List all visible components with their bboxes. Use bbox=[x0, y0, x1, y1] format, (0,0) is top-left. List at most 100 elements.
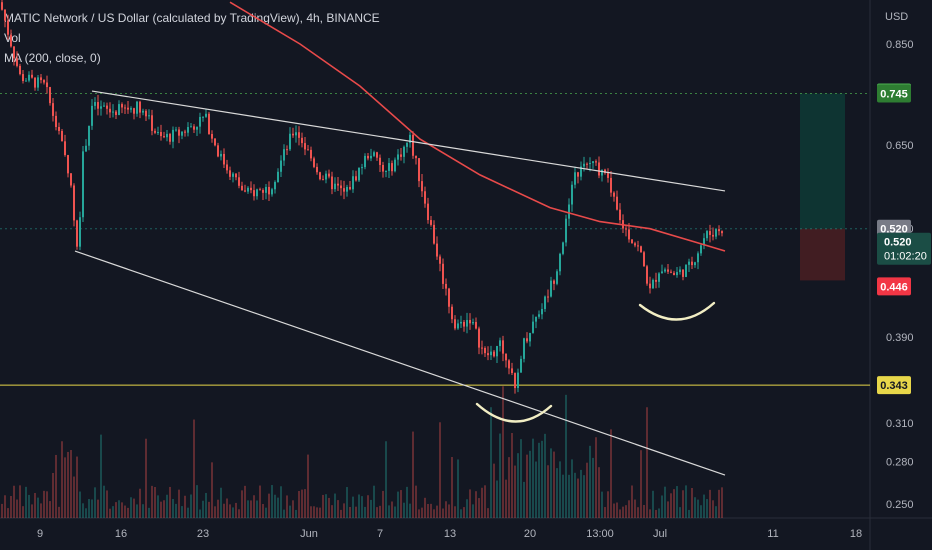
candle-body bbox=[373, 152, 375, 156]
candle-body bbox=[538, 314, 540, 317]
candle-body bbox=[133, 108, 135, 114]
candle-body bbox=[469, 320, 471, 324]
candle-body bbox=[610, 177, 612, 193]
volume-bar bbox=[67, 451, 69, 518]
volume-bar bbox=[496, 480, 498, 518]
candle-body bbox=[97, 102, 99, 109]
candle-body bbox=[343, 188, 345, 192]
candle-body bbox=[22, 74, 24, 82]
y-tick-label: 0.280 bbox=[886, 456, 914, 468]
candle-body bbox=[430, 220, 432, 225]
candle-body bbox=[382, 164, 384, 172]
volume-bar bbox=[289, 505, 291, 518]
candle-body bbox=[619, 209, 621, 221]
volume-bar bbox=[685, 485, 687, 518]
volume-bar bbox=[79, 491, 81, 518]
candle-body bbox=[550, 280, 552, 297]
candle-body bbox=[352, 176, 354, 190]
volume-bar bbox=[370, 499, 372, 518]
candle-body bbox=[199, 116, 201, 127]
legend-ma: MA (200, close, 0) bbox=[4, 51, 101, 65]
candle-body bbox=[478, 328, 480, 348]
volume-bar bbox=[466, 499, 468, 518]
candle-body bbox=[139, 101, 141, 113]
volume-bar bbox=[478, 498, 480, 518]
x-tick-label: 23 bbox=[197, 528, 209, 540]
candle-body bbox=[331, 176, 333, 190]
candle-body bbox=[466, 320, 468, 327]
candle-body bbox=[463, 321, 465, 327]
volume-bar bbox=[406, 486, 408, 518]
countdown-label: 01:02:20 bbox=[884, 251, 927, 263]
volume-bar bbox=[10, 495, 12, 518]
volume-bar bbox=[292, 500, 294, 518]
volume-bar bbox=[73, 476, 75, 518]
candle-body bbox=[280, 160, 282, 172]
volume-bar bbox=[670, 493, 672, 518]
candle-body bbox=[277, 171, 279, 183]
volume-bar bbox=[124, 505, 126, 518]
candle-body bbox=[583, 163, 585, 167]
stop-zone bbox=[800, 228, 845, 281]
volume-bar bbox=[241, 490, 243, 518]
candle-body bbox=[88, 125, 90, 146]
candle-body bbox=[283, 149, 285, 161]
candle-body bbox=[268, 186, 270, 195]
volume-bar bbox=[625, 505, 627, 518]
volume-bar bbox=[43, 490, 45, 518]
candle-body bbox=[346, 186, 348, 192]
candle-body bbox=[334, 183, 336, 190]
candle-body bbox=[628, 229, 630, 240]
candle-body bbox=[193, 126, 195, 130]
candle-body bbox=[703, 238, 705, 246]
candle-body bbox=[184, 131, 186, 133]
volume-bar bbox=[274, 494, 276, 518]
candle-body bbox=[562, 242, 564, 254]
volume-bar bbox=[565, 394, 567, 518]
volume-bar bbox=[49, 501, 51, 518]
candle-body bbox=[157, 132, 159, 134]
volume-bar bbox=[706, 499, 708, 518]
candle-body bbox=[256, 189, 258, 197]
volume-bar bbox=[649, 509, 651, 518]
candle-body bbox=[418, 158, 420, 182]
volume-bar bbox=[238, 509, 240, 518]
candle-body bbox=[412, 134, 414, 156]
volume-bar bbox=[445, 501, 447, 518]
volume-bar bbox=[277, 497, 279, 518]
x-tick-label: 13:00 bbox=[586, 528, 614, 540]
candle-body bbox=[259, 189, 261, 191]
volume-bar bbox=[691, 487, 693, 518]
candle-body bbox=[427, 203, 429, 221]
volume-bar bbox=[115, 502, 117, 518]
volume-bar bbox=[196, 485, 198, 518]
candle-body bbox=[361, 167, 363, 169]
volume-bar bbox=[583, 475, 585, 518]
volume-bar bbox=[16, 499, 18, 518]
volume-bar bbox=[271, 485, 273, 518]
volume-bar bbox=[646, 407, 648, 518]
volume-bar bbox=[589, 445, 591, 518]
candle-body bbox=[340, 185, 342, 189]
candles bbox=[1, 0, 723, 394]
volume-bar bbox=[574, 472, 576, 518]
volume-bar bbox=[313, 506, 315, 518]
volume-bar bbox=[169, 486, 171, 518]
candle-body bbox=[34, 77, 36, 88]
x-tick-label: Jun bbox=[300, 528, 318, 540]
candle-body bbox=[313, 158, 315, 167]
candle-body bbox=[76, 220, 78, 247]
volume-bar bbox=[337, 500, 339, 518]
candle-body bbox=[31, 74, 33, 78]
candle-body bbox=[145, 110, 147, 117]
candle-body bbox=[661, 271, 663, 274]
volume-bar bbox=[136, 504, 138, 518]
candle-body bbox=[697, 253, 699, 263]
volume-bar bbox=[175, 503, 177, 518]
candle-body bbox=[265, 186, 267, 193]
candle-body bbox=[106, 105, 108, 109]
candle-body bbox=[262, 190, 264, 193]
volume-bar bbox=[493, 463, 495, 518]
volume-bar bbox=[517, 453, 519, 518]
